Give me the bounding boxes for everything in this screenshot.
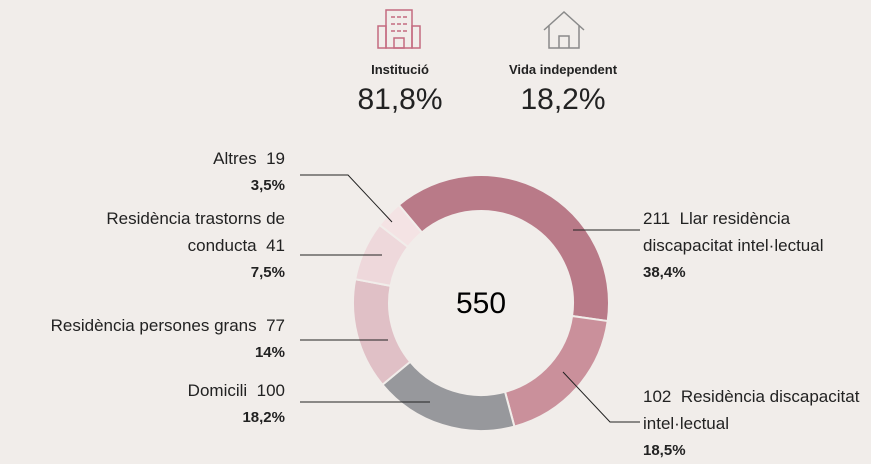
category-name: Residència trastorns de conducta xyxy=(106,209,285,255)
summary-value: 81,8% xyxy=(357,83,443,116)
institution-icon xyxy=(377,9,421,49)
category-name: Llar residència discapacitat intel·lectu… xyxy=(643,209,824,255)
house-icon xyxy=(543,10,585,49)
segment-label: Altres 19 3,5% xyxy=(120,145,285,199)
category-name: Residència persones grans xyxy=(50,316,257,335)
summary-name: Institució xyxy=(371,62,429,77)
summary-value: 18,2% xyxy=(520,83,606,116)
donut-segment xyxy=(378,203,424,249)
leader-lines xyxy=(300,174,640,423)
donut-segment xyxy=(381,360,516,432)
category-name: Altres xyxy=(213,149,257,168)
segment-label: Domicili 100 18,2% xyxy=(100,377,285,431)
summary-item: Vida independent 18,2% xyxy=(483,62,643,117)
count-label: 41 xyxy=(266,236,285,255)
total: 550 xyxy=(456,287,506,320)
segment-label: Residència trastorns de conducta 41 7,5% xyxy=(60,205,285,286)
segment-label: Residència persones grans 77 14% xyxy=(0,312,285,366)
count-label: 19 xyxy=(266,149,285,168)
summary-item: Institució 81,8% xyxy=(320,62,480,117)
percentage-label: 38,4% xyxy=(643,264,686,281)
percentage-label: 7,5% xyxy=(250,264,285,281)
percentage-label: 3,5% xyxy=(250,177,285,194)
segment-label: 102 Residència discapacitat intel·lectua… xyxy=(643,383,871,464)
count-label: 102 xyxy=(643,387,672,406)
donut-segment xyxy=(503,314,609,428)
percentage-label: 18,5% xyxy=(643,442,686,459)
category-name: Residència discapacitat intel·lectual xyxy=(643,387,860,433)
count-label: 100 xyxy=(256,381,285,400)
segment-label: 211 Llar residència discapacitat intel·l… xyxy=(643,205,871,286)
summary-name: Vida independent xyxy=(508,62,618,77)
donut-segment xyxy=(352,278,412,387)
count-label: 211 xyxy=(643,209,671,228)
count-label: 77 xyxy=(266,316,285,335)
percentage-label: 14% xyxy=(254,344,285,361)
percentage-label: 18,2% xyxy=(242,409,285,426)
donut-segment xyxy=(397,174,610,323)
category-name: Domicili xyxy=(187,381,248,400)
